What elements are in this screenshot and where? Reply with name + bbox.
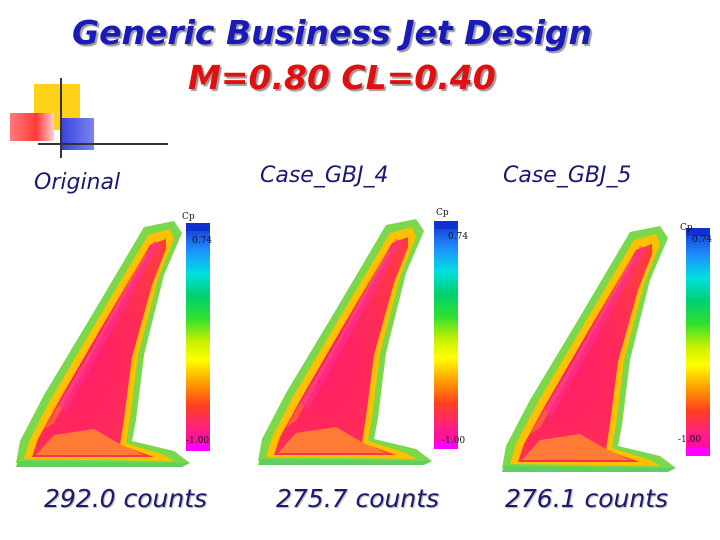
decor-red-square bbox=[10, 113, 54, 141]
wing-cp-plot-original: Cp 0.74 -1.00 bbox=[14, 205, 244, 475]
drag-counts-original: 292.0 counts bbox=[44, 484, 208, 513]
colorbar-max: 0.74 bbox=[692, 235, 712, 245]
colorbar-max: 0.74 bbox=[448, 232, 468, 242]
decor-horizontal-line bbox=[38, 143, 168, 145]
drag-counts-case-gbj-5: 276.1 counts bbox=[505, 484, 669, 513]
colorbar-min: -1.00 bbox=[186, 436, 209, 446]
colorbar-label: Cp bbox=[436, 208, 449, 218]
colorbar-max: 0.74 bbox=[192, 236, 212, 246]
wing-cp-plot-case-gbj-5: Cp 0.74 -1.00 bbox=[500, 210, 720, 480]
slide-subtitle: M=0.80 CL=0.40 bbox=[188, 58, 496, 97]
decor-vertical-line bbox=[60, 78, 62, 158]
wing-cp-plot-case-gbj-4: Cp 0.74 -1.00 bbox=[256, 203, 486, 473]
slide-title: Generic Business Jet Design bbox=[72, 13, 592, 52]
colorbar-min: -1.00 bbox=[678, 435, 701, 445]
panel-caption-original: Original bbox=[34, 170, 121, 195]
drag-counts-case-gbj-4: 275.7 counts bbox=[276, 484, 440, 513]
colorbar-label: Cp bbox=[680, 223, 693, 233]
colorbar-label: Cp bbox=[182, 212, 195, 222]
panel-caption-case-gbj-5: Case_GBJ_5 bbox=[503, 163, 632, 188]
panel-caption-case-gbj-4: Case_GBJ_4 bbox=[260, 163, 389, 188]
colorbar-min: -1.00 bbox=[442, 436, 465, 446]
decor-blue-square bbox=[62, 118, 94, 150]
